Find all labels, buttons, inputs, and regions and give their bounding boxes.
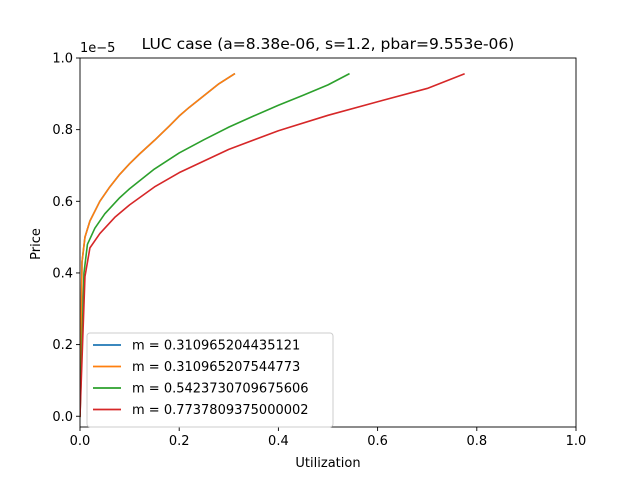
legend-label-1: m = 0.310965204435121	[132, 339, 300, 354]
y-axis-label: Price	[29, 228, 44, 260]
y-tick-label: 0.8	[52, 123, 73, 138]
x-axis-label: Utilization	[295, 456, 360, 471]
legend-label-2: m = 0.310965207544773	[132, 360, 300, 375]
legend-box	[86, 332, 334, 428]
legend-label-4: m = 0.7737809375000002	[132, 403, 309, 418]
y-tick-label: 1.0	[52, 52, 73, 67]
series-line-2	[80, 72, 236, 418]
legend-label-3: m = 0.5423730709675606	[132, 382, 309, 397]
legend: m = 0.310965204435121 m = 0.3109652075447…	[86, 332, 334, 428]
x-tick-label: 0.6	[367, 434, 388, 449]
x-tick-label: 0.0	[70, 434, 91, 449]
series-line-3	[80, 72, 350, 418]
y-tick-label: 0.2	[52, 338, 73, 353]
y-tick-label: 0.0	[52, 410, 73, 425]
x-tick-label: 0.8	[466, 434, 487, 449]
y-axis-offset-text: 1e−5	[80, 41, 115, 56]
x-tick-label: 1.0	[566, 434, 587, 449]
y-tick-label: 0.6	[52, 195, 73, 210]
series-line-4	[80, 72, 465, 418]
x-tick-label: 0.4	[268, 434, 289, 449]
plot-area: 0.0 0.2 0.4 0.6 0.8 1.0 0.0 0.2 0.4 0.6 0.8 1.0 m = …	[52, 52, 586, 450]
y-tick-label: 0.4	[52, 266, 73, 281]
chart-title: LUC case (a=8.38e-06, s=1.2, pbar=9.553e…	[142, 35, 515, 53]
series-lines	[80, 72, 465, 418]
x-tick-label: 0.2	[169, 434, 190, 449]
